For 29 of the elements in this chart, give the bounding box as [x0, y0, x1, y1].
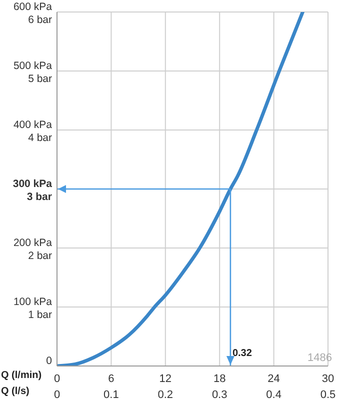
x-tick-label: 0 [54, 372, 60, 385]
y-tick-label: 200 kPa [13, 237, 52, 249]
annotation: 1486 [308, 352, 332, 364]
y-tick-label: 100 kPa [13, 296, 52, 308]
y-tick-label: 500 kPa [13, 60, 52, 72]
y2-tick-label: 2 bar [28, 250, 52, 262]
y-tick-label: 300 kPa [12, 178, 52, 190]
x2-axis-title: Q (l/s) [1, 386, 30, 397]
y2-tick-label: 3 bar [26, 191, 52, 203]
y2-tick-label: 6 bar [28, 14, 52, 26]
y-tick-label: 600 kPa [13, 1, 52, 13]
x-axis-title: Q (l/min) [1, 370, 42, 381]
x2-tick-label: 0.1 [104, 388, 119, 400]
y-tick-label: 0 [46, 355, 52, 367]
y2-tick-label: 1 bar [28, 309, 52, 321]
x-tick-label: 6 [108, 372, 114, 385]
y-tick-label: 400 kPa [13, 119, 52, 131]
x-tick-label: 12 [159, 372, 172, 385]
y2-tick-label: 4 bar [28, 132, 52, 144]
x-tick-label: 24 [268, 372, 280, 385]
x2-tick-label: 0.2 [158, 388, 174, 400]
x2-tick-label: 0 [54, 388, 60, 400]
x2-tick-label: 0.3 [212, 388, 228, 400]
y2-tick-label: 5 bar [28, 73, 52, 85]
x2-tick-label: 0.5 [320, 388, 336, 400]
x-tick-label: 18 [213, 372, 226, 385]
ref-line-label: 0.32 [232, 348, 252, 359]
x-tick-label: 30 [322, 372, 334, 385]
x2-tick-label: 0.4 [266, 388, 282, 400]
